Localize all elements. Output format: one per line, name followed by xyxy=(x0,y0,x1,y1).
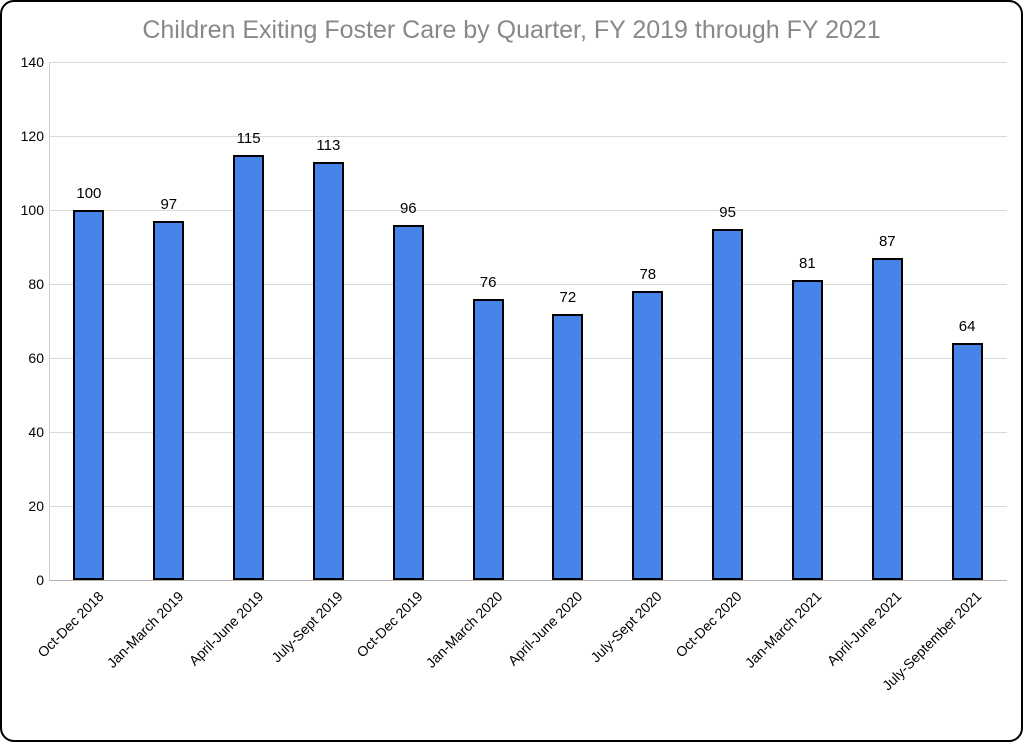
x-axis-label: Oct-Dec 2018 xyxy=(33,588,107,661)
bar-value-label: 115 xyxy=(236,129,261,147)
gridline xyxy=(49,432,1007,433)
x-axis-label: April-June 2019 xyxy=(185,588,266,669)
bar xyxy=(712,228,744,580)
bar-value-label: 72 xyxy=(559,288,577,306)
gridline xyxy=(49,284,1007,285)
bar-value-label: 64 xyxy=(958,318,976,336)
bar xyxy=(312,161,344,580)
x-axis-label: April-June 2020 xyxy=(504,588,586,669)
bar xyxy=(951,343,983,580)
y-axis-tick-label: 120 xyxy=(20,128,44,144)
y-axis-tick-label: 0 xyxy=(36,572,44,588)
bar xyxy=(552,313,584,580)
x-axis-label: Oct-Dec 2019 xyxy=(353,588,426,661)
x-axis-label: Jan-March 2019 xyxy=(103,588,187,671)
bar-value-label: 96 xyxy=(399,199,417,217)
bar xyxy=(791,280,823,580)
gridline xyxy=(49,506,1007,507)
bar xyxy=(392,224,424,580)
x-axis-line xyxy=(49,580,1007,581)
bar xyxy=(233,154,265,580)
x-axis-label: April-June 2021 xyxy=(823,588,905,669)
gridline xyxy=(49,62,1007,63)
y-axis-tick-label: 80 xyxy=(28,276,44,292)
bar-value-label: 76 xyxy=(479,273,497,291)
bar-value-label: 100 xyxy=(76,185,102,202)
bar-value-label: 95 xyxy=(719,203,736,221)
bar-value-label: 113 xyxy=(316,136,341,154)
bar xyxy=(871,258,903,580)
x-axis-label: Jan-March 2021 xyxy=(741,588,825,671)
x-axis-label: Jan-March 2020 xyxy=(422,588,506,671)
bar xyxy=(632,291,664,580)
x-axis-label: Oct-Dec 2020 xyxy=(672,588,745,661)
bar-value-label: 87 xyxy=(878,233,896,251)
bar-value-label: 97 xyxy=(160,196,178,214)
bar xyxy=(73,210,105,580)
bar-value-label: 78 xyxy=(639,266,657,284)
x-axis-label: July-Sept 2020 xyxy=(587,588,666,666)
y-axis-tick-label: 140 xyxy=(20,54,44,70)
y-axis-tick-label: 60 xyxy=(28,350,44,366)
gridline xyxy=(49,358,1007,359)
y-axis-tick-label: 40 xyxy=(28,424,44,440)
bar xyxy=(472,298,504,580)
x-axis-label: July-Sept 2019 xyxy=(268,588,346,666)
chart-title: Children Exiting Foster Care by Quarter,… xyxy=(142,16,881,44)
bar xyxy=(153,221,185,580)
gridline xyxy=(49,136,1007,137)
bar-value-label: 81 xyxy=(799,255,816,273)
y-axis-tick-label: 100 xyxy=(20,202,44,218)
y-axis-tick-label: 20 xyxy=(28,498,44,514)
y-axis-line xyxy=(49,62,50,580)
gridline xyxy=(49,210,1007,211)
